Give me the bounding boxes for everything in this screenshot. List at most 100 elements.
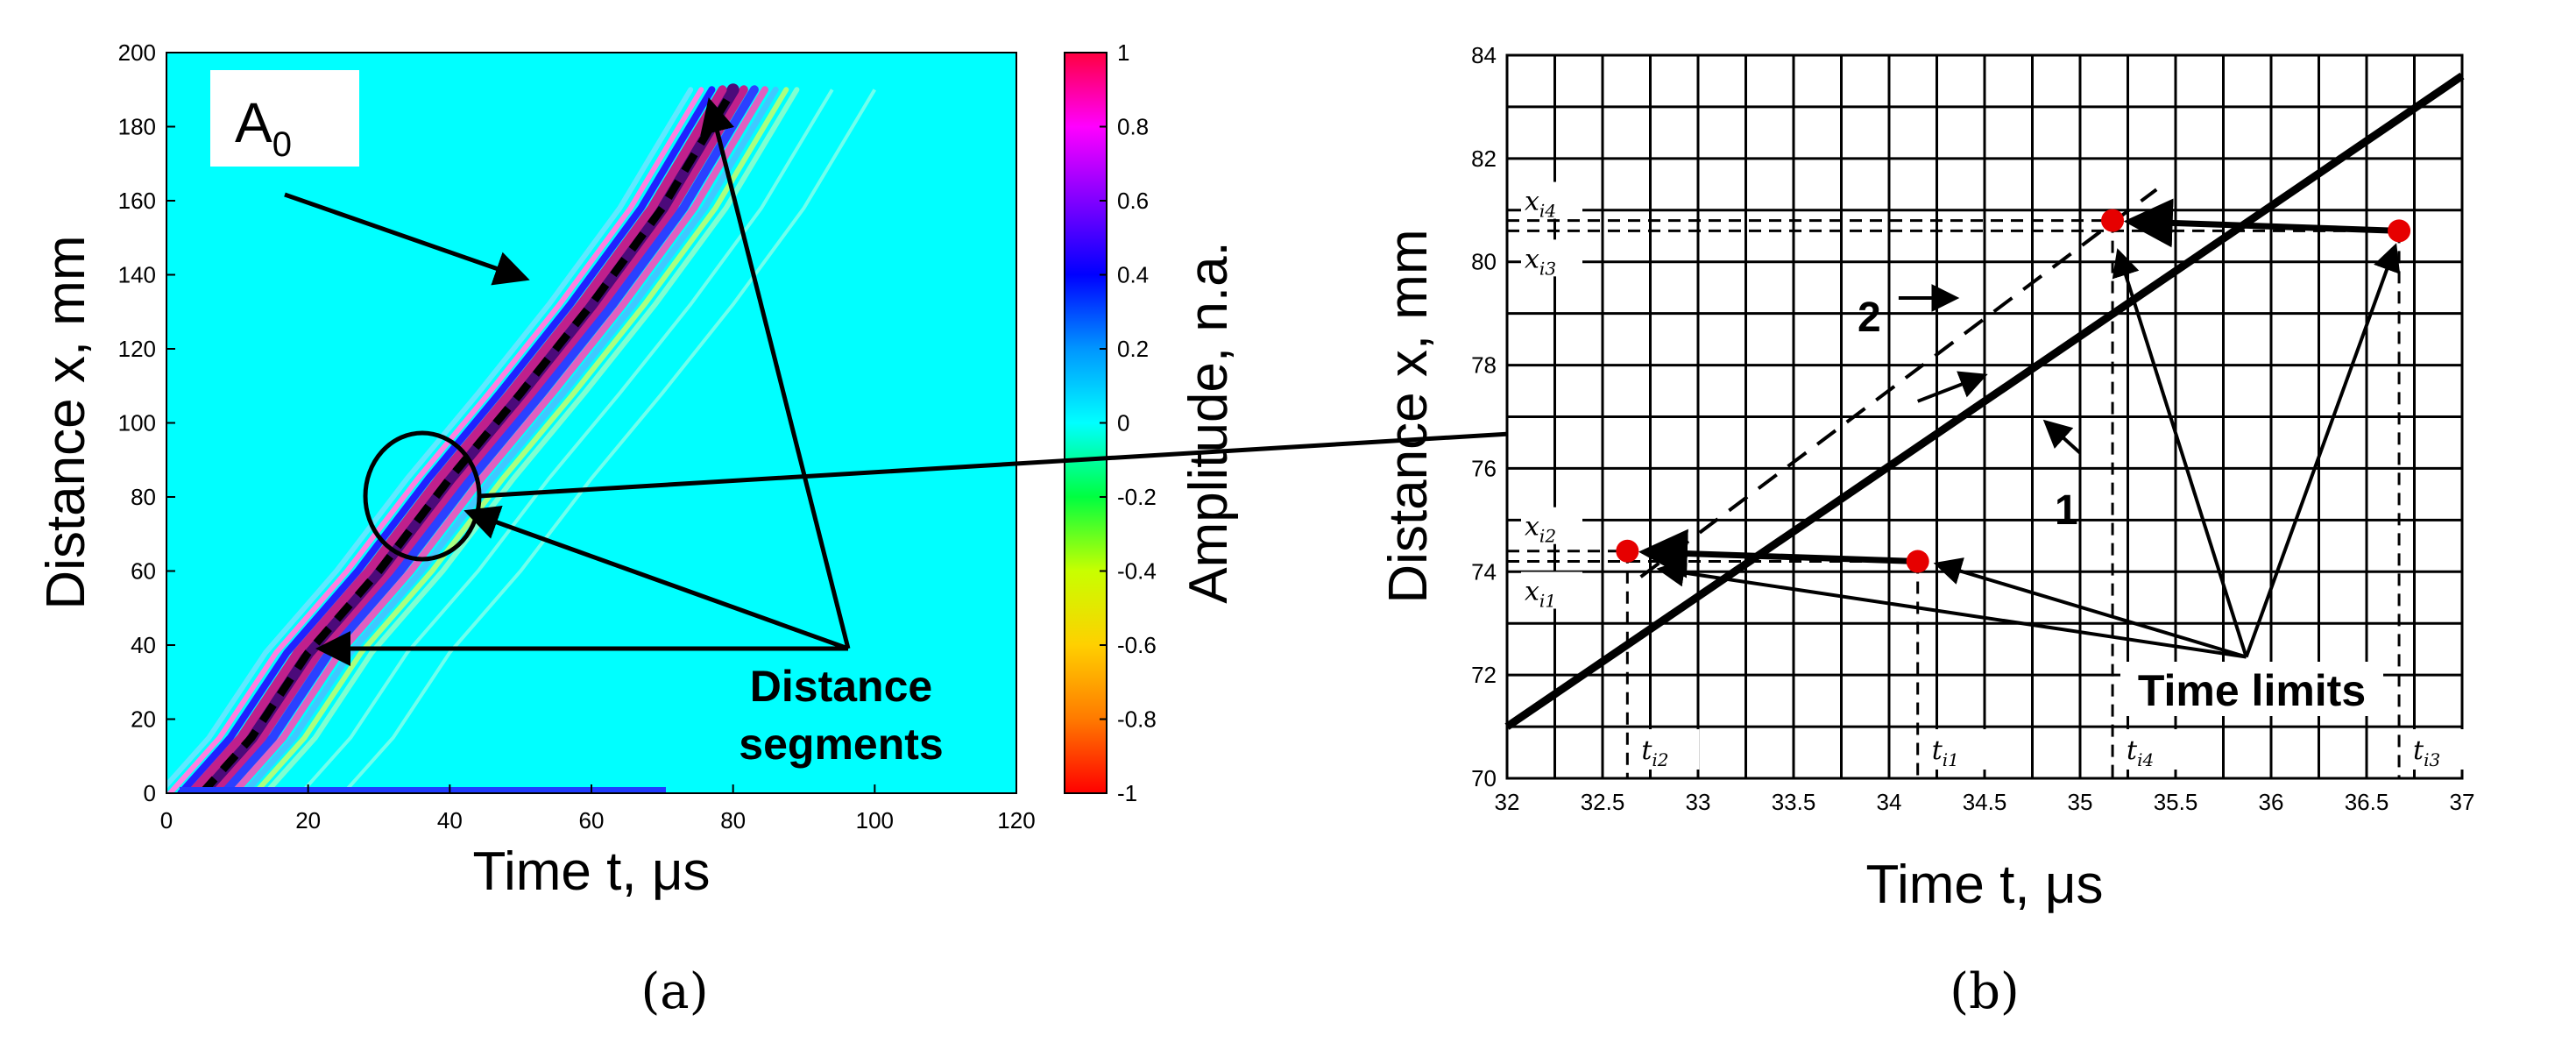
x-tick-label: 36.5	[2345, 789, 2389, 815]
time-label-bg	[1926, 729, 1990, 770]
wave-band	[252, 87, 789, 793]
x-tick-label: 36	[2259, 789, 2284, 815]
y-tick-label: 76	[1471, 455, 1497, 481]
x-axis-ticks: 32 32.5 33 33.5 34 34.5 35 35.5 36 36.5 37	[1495, 789, 2475, 815]
time-limit-label: ti3	[2413, 735, 2440, 770]
x-tick-label: 32.5	[1581, 789, 1625, 815]
wave-packet	[166, 83, 877, 793]
time-limit-arrow-upper	[2123, 198, 2400, 248]
distance-label-bg	[1521, 181, 1582, 219]
time-limits-arrow	[2244, 243, 2401, 658]
wave-band	[241, 86, 779, 793]
colorbar-tick-label: 1	[1117, 39, 1129, 66]
time-limit-label: ti4	[2127, 735, 2154, 770]
time-limit-label: ti2	[1641, 735, 1668, 770]
colorbar-tick-label: 0	[1117, 410, 1129, 436]
colorbar-tick-label: 0.8	[1117, 114, 1149, 140]
colorbar-ticks: 1 0.8 0.6 0.4 0.2 0 -0.2 -0.4 -0.6 -0.8 -1	[1100, 39, 1157, 806]
series-1-label-arrow	[2042, 419, 2082, 455]
y-axis-ticks: 70 72 74 76 78 80 82 84	[1471, 42, 1497, 791]
y-axis-ticks: 0 20 40 60 80 100 120 140 160 180 200	[118, 39, 175, 806]
mode-label: A0	[235, 91, 292, 164]
x-tick-label: 120	[997, 807, 1035, 834]
distance-label-bg	[1521, 507, 1582, 544]
y-tick-label: 60	[131, 558, 156, 585]
y-tick-label: 78	[1471, 352, 1497, 379]
colorbar-tick-label: -0.4	[1117, 558, 1157, 585]
y-tick-label: 140	[118, 262, 156, 288]
x-tick-label: 35	[2068, 789, 2093, 815]
y-tick-label: 80	[1471, 249, 1497, 275]
y-tick-label: 100	[118, 410, 156, 436]
y-tick-label: 72	[1471, 662, 1497, 688]
segment-arrow-mid	[464, 506, 849, 651]
time-limits-arrow	[1933, 557, 2247, 659]
y-tick-label: 180	[118, 114, 156, 140]
x-tick-label: 33.5	[1772, 789, 1816, 815]
distance-label-bg	[1521, 571, 1582, 609]
x-tick-label: 32	[1495, 789, 1520, 815]
wave-band	[218, 85, 759, 793]
y-tick-label: 70	[1471, 765, 1497, 791]
distance-limit-label: xi3	[1525, 244, 1556, 279]
series	[1504, 72, 2465, 730]
time-limit-point	[1906, 550, 1929, 573]
x-axis-label: Time t, μs	[472, 841, 710, 902]
panel-label-b: (b)	[1950, 963, 2020, 1020]
colorbar-tick-label: 0.2	[1117, 336, 1149, 362]
y-tick-label: 74	[1471, 558, 1497, 585]
time-label-bg	[1636, 729, 1700, 770]
x-tick-label: 60	[579, 807, 605, 834]
y-tick-label: 0	[144, 780, 156, 806]
y-tick-label: 82	[1471, 145, 1497, 172]
colorbar-tick-label: -0.2	[1117, 484, 1157, 510]
wave-band	[230, 86, 768, 793]
x-axis-label: Time t, μs	[1865, 855, 2103, 915]
y-tick-label: 40	[131, 632, 156, 658]
y-tick-label: 200	[118, 39, 156, 66]
series-1-label: 1	[2055, 487, 2078, 534]
guide-lines	[1507, 219, 2401, 778]
time-limit-point	[2101, 209, 2125, 232]
panel-a: 0 20 40 60 80 100 120 0 20 40 60 80 100 120 140 160 180…	[36, 39, 1239, 1020]
distance-limit-labels: xi4 xi3 xi2 xi1	[1521, 181, 1582, 612]
plot-frame	[1505, 53, 2464, 780]
ridge-dashed-line	[199, 87, 737, 793]
x-tick-label: 20	[295, 807, 321, 834]
series-1-line	[1504, 72, 2465, 730]
x-tick-label: 100	[856, 807, 894, 834]
x-tick-label: 35.5	[2154, 789, 2198, 815]
wave-band	[263, 87, 800, 793]
x-tick-label: 33	[1686, 789, 1711, 815]
wave-band	[187, 85, 727, 793]
time-label-bg	[2121, 729, 2185, 770]
time-limit-point	[1616, 539, 1639, 563]
distance-limit-label: xi4	[1525, 187, 1556, 222]
wave-band	[166, 87, 694, 790]
x-tick-label: 37	[2450, 789, 2475, 815]
y-tick-label: 84	[1471, 42, 1497, 68]
time-limits-arrow	[2112, 248, 2248, 658]
mode-label-box	[210, 70, 359, 167]
x-tick-label: 80	[720, 807, 746, 834]
time-limit-labels: ti2 ti1 ti4 ti3	[1636, 729, 2472, 770]
time-limits-label: Time limits	[2138, 666, 2366, 715]
colorbar-tick-label: -0.6	[1117, 632, 1157, 658]
panel-b: 32 32.5 33 33.5 34 34.5 35 35.5 36 36.5 37 7072747…	[1378, 42, 2474, 1020]
series-1-arrow	[1916, 371, 1988, 403]
y-tick-label: 120	[118, 336, 156, 362]
time-limit-point	[2388, 219, 2411, 243]
x-tick-label: 34	[1877, 789, 1902, 815]
points	[1616, 209, 2411, 573]
x-axis-ticks: 0 20 40 60 80 100 120	[160, 784, 1036, 834]
time-limits-label-bg	[2120, 662, 2383, 716]
y-tick-label: 20	[131, 706, 156, 733]
wave-band	[177, 86, 716, 793]
wave-band	[208, 85, 748, 793]
distance-limit-label: xi1	[1525, 577, 1556, 612]
distance-limit-label: xi2	[1525, 512, 1556, 547]
distance-segments-label: Distance segments	[739, 662, 943, 769]
colorbar-tick-label: 0.6	[1117, 188, 1149, 214]
series-2-label: 2	[1858, 294, 1881, 341]
